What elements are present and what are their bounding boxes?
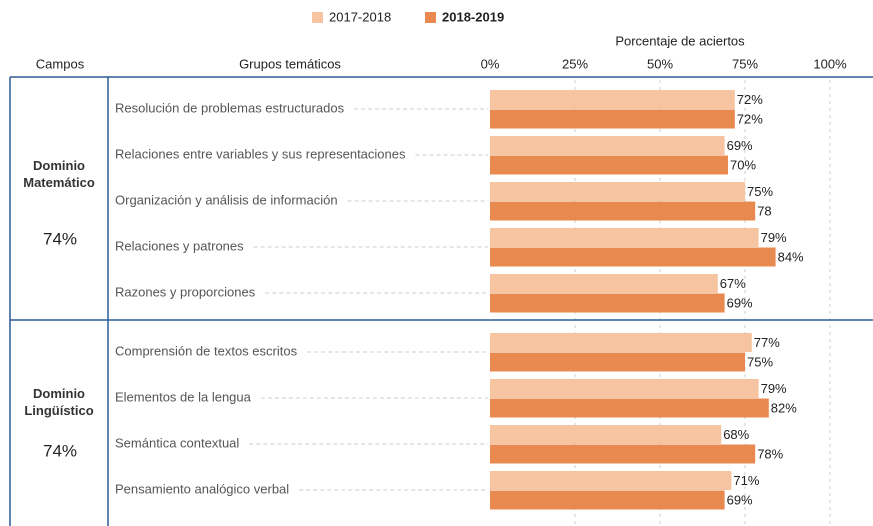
- section-name: Dominio Lingüístico: [24, 386, 94, 418]
- bar: [490, 90, 735, 109]
- column-header: Grupos temáticos: [239, 56, 341, 71]
- bar: [490, 333, 752, 352]
- group-label: Pensamiento analógico verbal: [115, 481, 289, 496]
- bar: [490, 352, 745, 372]
- bar: [490, 444, 756, 464]
- value-label: 71%: [733, 473, 759, 488]
- x-tick-label: 100%: [813, 56, 847, 71]
- x-tick-label: 25%: [562, 56, 588, 71]
- value-label: 78%: [757, 446, 783, 461]
- group-label: Relaciones y patrones: [115, 238, 244, 253]
- group-label: Razones y proporciones: [115, 284, 256, 299]
- value-label: 79%: [761, 381, 787, 396]
- legend-swatch: [425, 12, 436, 23]
- bar: [490, 109, 735, 129]
- bar: [490, 182, 745, 201]
- x-tick-label: 0%: [481, 56, 500, 71]
- bar: [490, 425, 722, 444]
- section-name-box: Dominio Lingüístico: [24, 386, 94, 418]
- value-label: 79%: [761, 230, 787, 245]
- group-label: Semántica contextual: [115, 435, 239, 450]
- value-label: 82%: [771, 400, 797, 415]
- group-label: Resolución de problemas estructurados: [115, 100, 345, 115]
- value-label: 84%: [778, 249, 804, 264]
- legend-swatch: [312, 12, 323, 23]
- value-label: 78: [757, 203, 771, 218]
- value-label: 75%: [747, 354, 773, 369]
- legend-label: 2018-2019: [442, 9, 504, 24]
- value-label: 67%: [720, 276, 746, 291]
- group-label: Relaciones entre variables y sus represe…: [115, 146, 406, 161]
- axis-title: Porcentaje de aciertos: [615, 33, 745, 48]
- value-label: 69%: [727, 138, 753, 153]
- section-score: 74%: [43, 441, 77, 460]
- bar: [490, 136, 725, 155]
- value-label: 69%: [727, 295, 753, 310]
- group-label: Organización y análisis de información: [115, 192, 338, 207]
- value-label: 68%: [723, 427, 749, 442]
- bar: [490, 471, 732, 490]
- bar: [490, 379, 759, 398]
- legend-label: 2017-2018: [329, 9, 391, 24]
- x-tick-label: 75%: [732, 56, 758, 71]
- bar: [490, 228, 759, 247]
- x-tick-label: 50%: [647, 56, 673, 71]
- value-label: 69%: [727, 492, 753, 507]
- value-label: 75%: [747, 184, 773, 199]
- bar: [490, 398, 769, 418]
- bar: [490, 274, 718, 293]
- bar: [490, 201, 756, 221]
- bar: [490, 155, 728, 175]
- bar: [490, 247, 776, 267]
- section-score: 74%: [43, 229, 77, 248]
- bar: [490, 490, 725, 510]
- value-label: 72%: [737, 111, 763, 126]
- bar: [490, 293, 725, 313]
- column-header: Campos: [36, 56, 85, 71]
- value-label: 70%: [730, 157, 756, 172]
- group-label: Comprensión de textos escritos: [115, 343, 298, 358]
- section-name: Dominio Matemático: [23, 158, 95, 191]
- section-name-box: Dominio Matemático: [23, 158, 95, 191]
- value-label: 72%: [737, 92, 763, 107]
- value-label: 77%: [754, 335, 780, 350]
- group-label: Elementos de la lengua: [115, 389, 252, 404]
